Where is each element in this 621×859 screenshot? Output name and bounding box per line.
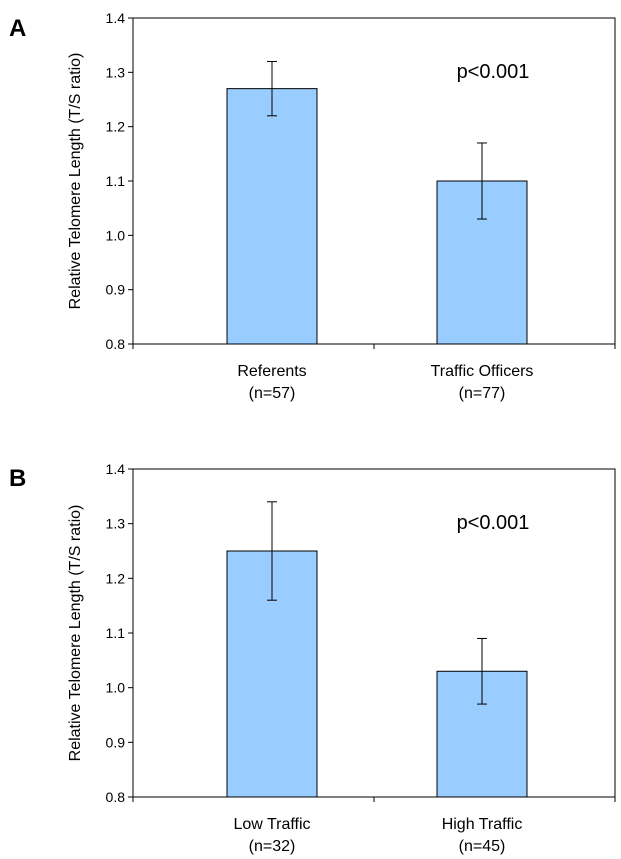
y-tick-label: 0.8 xyxy=(106,336,126,352)
category-label: High Traffic xyxy=(442,816,523,833)
category-label: Traffic Officers xyxy=(431,363,534,380)
category-label: Low Traffic xyxy=(233,816,310,833)
y-tick-label: 0.9 xyxy=(106,282,126,298)
y-tick-label: 1.4 xyxy=(106,461,126,477)
panel-b: B 0.8 0.9 1.0 1.1 1.2 1.3 1.4 Relative Telomere … xyxy=(9,461,616,855)
p-value-annotation: p<0.001 xyxy=(457,61,530,83)
y-tick-label: 0.9 xyxy=(106,734,126,750)
y-tick-label: 1.3 xyxy=(106,516,126,532)
y-tick-label: 0.8 xyxy=(106,789,126,805)
plot-frame xyxy=(132,17,616,345)
y-axis-label: Relative Telomere Length (T/S ratio) xyxy=(67,53,84,310)
y-axis-label: Relative Telomere Length (T/S ratio) xyxy=(67,505,84,762)
category-sublabel: (n=77) xyxy=(459,385,506,402)
plot-frame xyxy=(132,468,616,798)
category-sublabel: (n=32) xyxy=(249,838,296,855)
p-value-annotation: p<0.001 xyxy=(457,512,530,534)
y-tick-label: 1.1 xyxy=(106,625,126,641)
y-tick-label: 1.0 xyxy=(106,227,126,243)
category-sublabel: (n=57) xyxy=(249,385,296,402)
y-tick-label: 1.1 xyxy=(106,173,126,189)
y-tick-label: 1.4 xyxy=(106,10,126,26)
y-tick-label: 1.2 xyxy=(106,570,126,586)
panel-letter: B xyxy=(9,465,26,492)
y-tick-label: 1.3 xyxy=(106,64,126,80)
y-tick-label: 1.0 xyxy=(106,680,126,696)
y-tick-label: 1.2 xyxy=(106,119,126,135)
category-label: Referents xyxy=(237,363,306,380)
category-sublabel: (n=45) xyxy=(459,838,506,855)
panel-letter: A xyxy=(9,15,26,42)
panel-a: A 0.8 0.9 1.0 1.1 1.2 1.3 1.4 Relative Telomere … xyxy=(9,10,616,402)
bar xyxy=(226,88,318,345)
